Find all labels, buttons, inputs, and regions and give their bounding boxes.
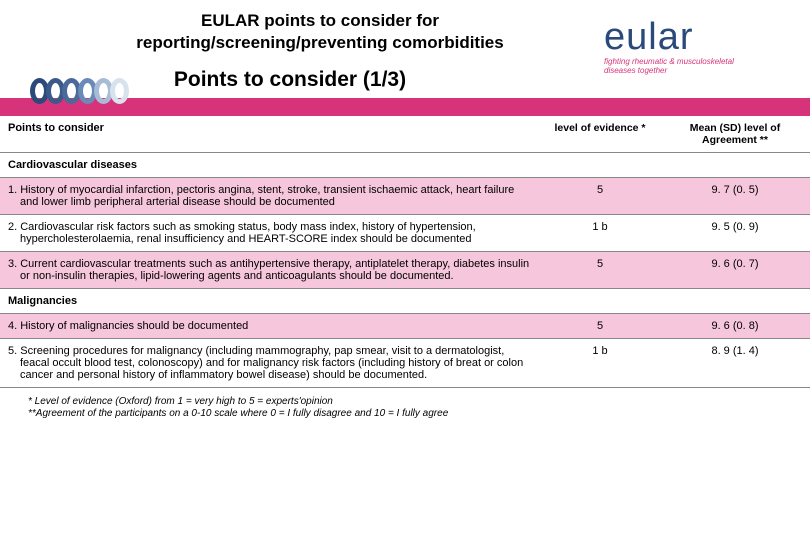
row-text: 2. Cardiovascular risk factors such as s… xyxy=(0,215,540,252)
row-evidence: 5 xyxy=(540,252,660,289)
section-row-malignancies: Malignancies xyxy=(0,289,810,314)
subtitle: Points to consider (1/3) xyxy=(60,68,520,92)
rings-graphic xyxy=(30,78,126,104)
row-text: 1. History of myocardial infarction, pec… xyxy=(0,178,540,215)
row-agreement: 9. 5 (0. 9) xyxy=(660,215,810,252)
row-agreement: 9. 6 (0. 8) xyxy=(660,314,810,339)
table-row: 5. Screening procedures for malignancy (… xyxy=(0,339,810,388)
ring-icon xyxy=(110,78,129,104)
main-title: EULAR points to consider for reporting/s… xyxy=(90,10,550,54)
footnote-line-2: **Agreement of the participants on a 0-1… xyxy=(28,408,448,419)
row-agreement: 9. 7 (0. 5) xyxy=(660,178,810,215)
row-evidence: 5 xyxy=(540,178,660,215)
section-label: Cardiovascular diseases xyxy=(0,153,540,178)
table-header-row: Points to consider level of evidence * M… xyxy=(0,116,810,153)
footnote-line-1: * Level of evidence (Oxford) from 1 = ve… xyxy=(28,396,333,407)
footnotes: * Level of evidence (Oxford) from 1 = ve… xyxy=(0,388,810,420)
row-evidence: 1 b xyxy=(540,339,660,388)
table-row: 3. Current cardiovascular treatments suc… xyxy=(0,252,810,289)
slide-header: EULAR points to consider for reporting/s… xyxy=(0,0,810,98)
col-header-agreement: Mean (SD) level of Agreement ** xyxy=(660,116,810,153)
row-text: 3. Current cardiovascular treatments suc… xyxy=(0,252,540,289)
table-row: 4. History of malignancies should be doc… xyxy=(0,314,810,339)
col-header-evidence: level of evidence * xyxy=(540,116,660,153)
row-evidence: 1 b xyxy=(540,215,660,252)
title-line-2: reporting/screening/preventing comorbidi… xyxy=(136,33,503,52)
eular-logo: eular fighting rheumatic & musculoskelet… xyxy=(604,18,784,76)
row-text: 5. Screening procedures for malignancy (… xyxy=(0,339,540,388)
row-text: 4. History of malignancies should be doc… xyxy=(0,314,540,339)
logo-word: eular xyxy=(604,18,784,56)
logo-tagline: fighting rheumatic & musculoskeletal dis… xyxy=(604,58,784,76)
row-evidence: 5 xyxy=(540,314,660,339)
title-line-1: EULAR points to consider for xyxy=(201,11,439,30)
section-label: Malignancies xyxy=(0,289,540,314)
table-row: 2. Cardiovascular risk factors such as s… xyxy=(0,215,810,252)
col-header-item: Points to consider xyxy=(0,116,540,153)
points-table: Points to consider level of evidence * M… xyxy=(0,116,810,388)
row-agreement: 9. 6 (0. 7) xyxy=(660,252,810,289)
table-row: 1. History of myocardial infarction, pec… xyxy=(0,178,810,215)
section-row-cardio: Cardiovascular diseases xyxy=(0,153,810,178)
row-agreement: 8. 9 (1. 4) xyxy=(660,339,810,388)
